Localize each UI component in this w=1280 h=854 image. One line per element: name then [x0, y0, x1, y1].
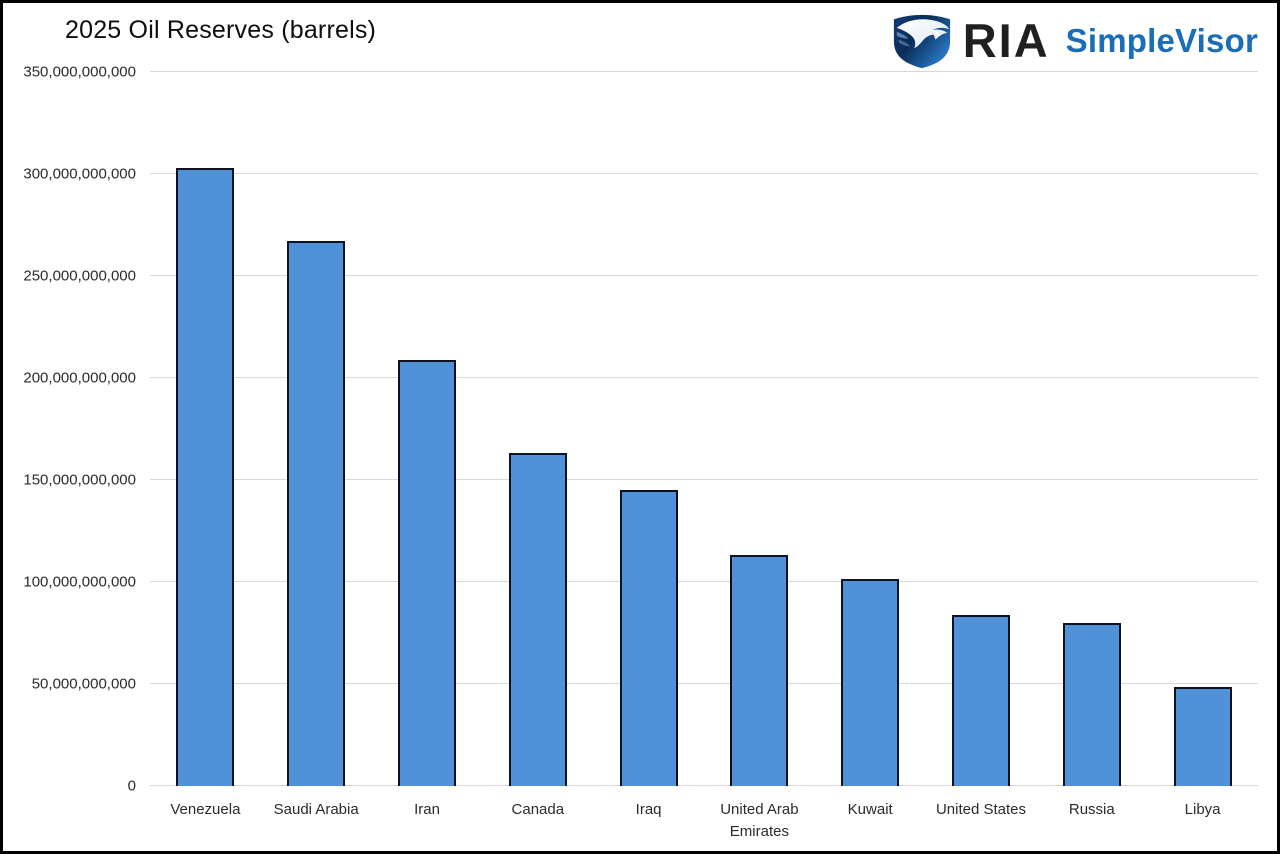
chart-title: 2025 Oil Reserves (barrels) — [65, 16, 377, 44]
gridline — [150, 581, 1258, 582]
bar-iran — [398, 360, 456, 786]
x-axis: Venezuela Saudi Arabia Iran Canada Iraq Unite… — [150, 786, 1258, 850]
x-axis-label: Libya — [1184, 801, 1221, 818]
gridline — [150, 785, 1258, 786]
y-axis-tick-label: 250,000,000,000 — [23, 267, 136, 285]
logo-brand: RIA — [962, 13, 1050, 67]
bar-kuwait — [841, 578, 900, 786]
bars-layer — [150, 72, 1258, 786]
y-axis-tick-label: 100,000,000,000 — [23, 573, 136, 591]
bar-united-arab-emirates — [730, 555, 789, 786]
logo-product: SimpleVisor — [1065, 21, 1258, 59]
y-axis-tick-label: 350,000,000,000 — [23, 63, 136, 81]
y-axis-tick-label: 300,000,000,000 — [23, 165, 136, 183]
y-axis-tick-label: 150,000,000,000 — [23, 471, 136, 489]
x-axis-label: Canada — [511, 801, 565, 818]
x-axis-label: Venezuela — [170, 801, 241, 818]
x-axis-label: United States — [935, 801, 1027, 818]
ria-eagle-shield-icon — [893, 14, 950, 68]
x-axis-label: Russia — [1068, 801, 1115, 818]
x-axis-label: Saudi Arabia — [273, 801, 359, 818]
x-axis-label: Iran — [414, 801, 440, 818]
bar-venezuela — [176, 167, 235, 786]
y-axis-tick-label: 50,000,000,000 — [31, 675, 136, 693]
bar-united-states — [952, 614, 1010, 786]
gridline — [150, 275, 1258, 276]
x-axis-label: United Arab Emirates — [720, 801, 799, 840]
bar-libya — [1173, 687, 1232, 786]
bar-saudi-arabia — [287, 241, 346, 786]
gridline — [150, 479, 1258, 480]
bar-iraq — [619, 490, 678, 786]
plot-area — [150, 71, 1258, 786]
y-axis: 0 50,000,000,000 100,000,000,000 150,000,00… — [0, 64, 140, 795]
gridline — [150, 71, 1258, 72]
x-axis-label: Iraq — [635, 801, 662, 818]
x-axis-label: Kuwait — [847, 801, 893, 818]
bar-canada — [508, 453, 567, 786]
gridline — [150, 377, 1258, 378]
bar-russia — [1062, 622, 1121, 786]
gridline — [150, 173, 1258, 174]
y-axis-tick-label: 200,000,000,000 — [23, 369, 136, 387]
gridline — [150, 683, 1258, 684]
ria-simplevisor-logo: RIA SimpleVisor — [891, 10, 1258, 70]
y-axis-tick-label: 0 — [127, 777, 136, 795]
